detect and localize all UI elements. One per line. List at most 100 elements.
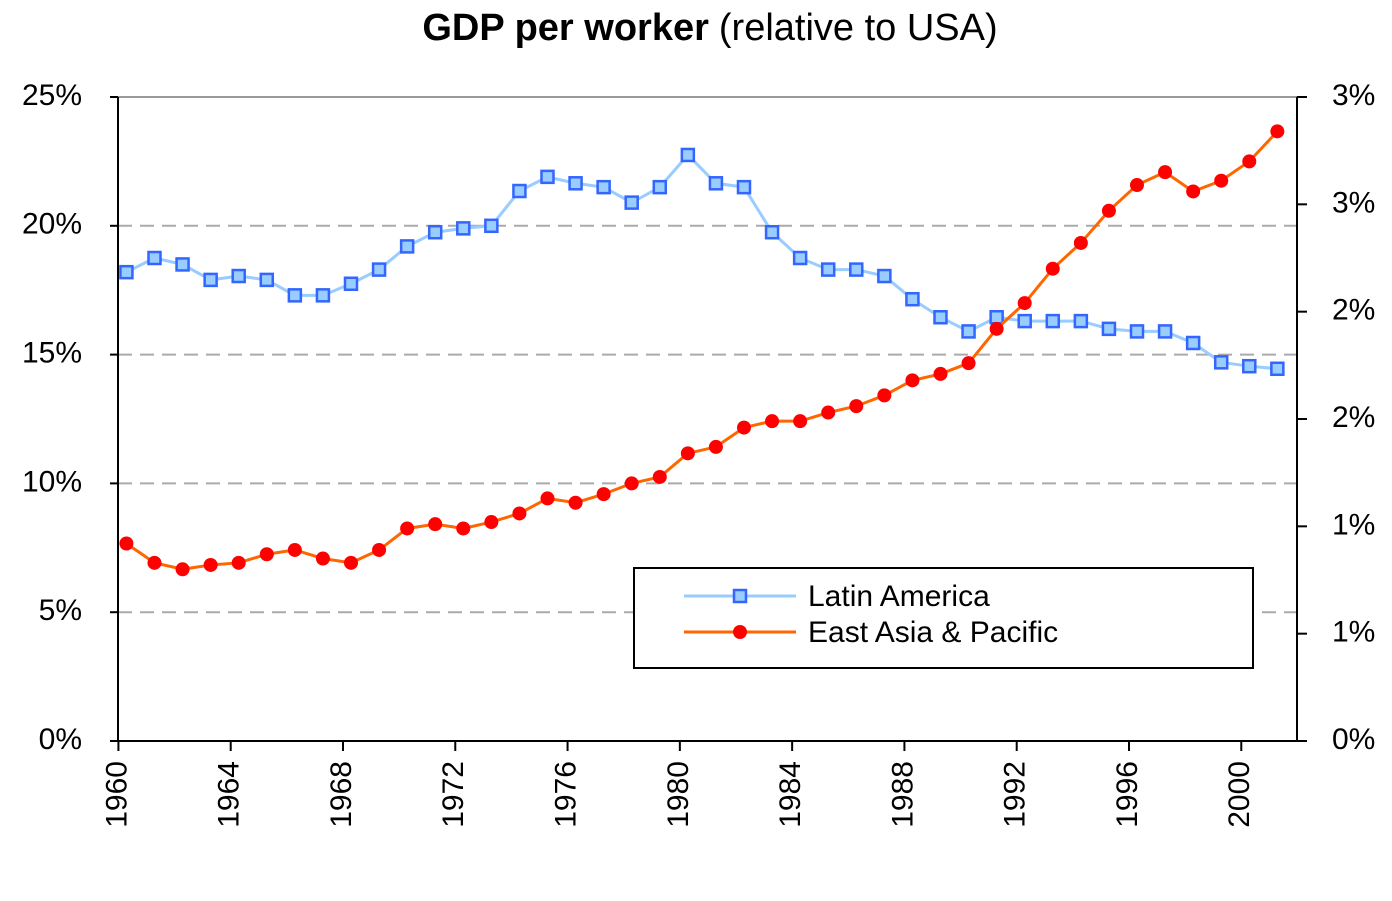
marker <box>1017 313 1032 329</box>
x-tick-label: 1988 <box>886 761 919 828</box>
marker <box>877 268 892 284</box>
marker <box>259 547 274 562</box>
marker <box>203 557 218 572</box>
x-tick-label: 1972 <box>437 761 470 828</box>
marker <box>147 555 162 570</box>
marker <box>596 487 611 502</box>
y-tick-label: 25% <box>22 79 82 112</box>
x-tick-label: 1964 <box>213 761 246 828</box>
marker <box>175 257 190 272</box>
marker <box>568 176 583 191</box>
y-tick-label: 10% <box>22 465 82 498</box>
x-tick-label: 2000 <box>1223 761 1256 828</box>
marker <box>399 239 415 254</box>
y-tick-label: 5% <box>39 594 82 627</box>
y2-tick-label: 2% <box>1332 294 1375 327</box>
marker <box>147 250 162 266</box>
marker <box>708 439 723 454</box>
marker <box>732 588 748 604</box>
series-line <box>125 152 1278 371</box>
marker <box>456 221 471 236</box>
marker <box>343 555 358 570</box>
marker <box>119 264 134 280</box>
marker <box>905 291 920 307</box>
marker <box>736 179 752 195</box>
marker <box>961 324 976 339</box>
legend-label: Latin America <box>808 580 990 613</box>
x-tick-label: 1960 <box>100 761 133 828</box>
marker <box>849 399 864 414</box>
legend-box <box>633 567 1254 669</box>
marker <box>820 262 836 277</box>
x-tick-label: 1996 <box>1111 761 1144 828</box>
marker <box>1101 203 1116 218</box>
y2-tick-label: 0% <box>1332 723 1375 756</box>
legend-label: East Asia & Pacific <box>808 616 1058 649</box>
x-tick-label: 1992 <box>999 761 1032 828</box>
marker <box>765 414 780 429</box>
marker <box>427 224 443 240</box>
marker <box>1214 173 1229 188</box>
marker <box>287 542 302 557</box>
marker <box>1158 165 1173 180</box>
marker <box>1242 154 1257 169</box>
marker <box>484 515 499 530</box>
marker <box>821 405 836 420</box>
marker <box>1270 124 1285 139</box>
marker <box>764 224 780 240</box>
marker <box>1129 178 1144 193</box>
marker <box>989 321 1004 336</box>
x-tick-label: 1984 <box>774 761 807 828</box>
marker <box>1157 324 1173 339</box>
marker <box>540 169 555 185</box>
marker <box>1129 324 1145 339</box>
marker <box>793 414 808 429</box>
marker <box>1045 313 1061 329</box>
marker <box>961 356 976 371</box>
marker <box>933 309 948 325</box>
x-tick-label: 1980 <box>662 761 695 828</box>
marker <box>989 309 1004 325</box>
marker <box>624 195 639 210</box>
marker <box>1185 335 1201 351</box>
marker <box>400 521 415 536</box>
x-tick-label: 1968 <box>325 761 358 828</box>
marker <box>119 536 134 551</box>
marker <box>371 262 387 277</box>
y2-tick-label: 3% <box>1332 79 1375 112</box>
series-line <box>125 130 1279 571</box>
marker <box>372 542 387 557</box>
marker <box>484 218 499 234</box>
marker <box>259 272 275 288</box>
marker <box>1186 184 1201 199</box>
marker <box>428 517 443 532</box>
y-tick-label: 15% <box>22 337 82 370</box>
marker <box>905 373 920 388</box>
marker <box>1045 261 1060 276</box>
marker <box>1213 355 1229 370</box>
marker <box>315 288 331 303</box>
marker <box>652 469 667 484</box>
marker <box>287 288 303 303</box>
marker <box>540 491 555 506</box>
marker <box>568 495 583 510</box>
marker <box>849 262 864 277</box>
title-main: GDP per worker <box>422 7 709 49</box>
marker <box>456 521 471 536</box>
marker <box>596 179 611 195</box>
x-tick-label: 1976 <box>549 761 582 828</box>
y-tick-label: 20% <box>22 208 82 241</box>
marker <box>736 420 751 435</box>
marker <box>624 476 639 491</box>
y2-tick-label: 1% <box>1332 616 1375 649</box>
chart-title: GDP per worker (relative to USA) <box>422 7 997 49</box>
marker <box>708 176 724 191</box>
marker <box>231 555 246 570</box>
marker <box>512 183 527 199</box>
marker <box>680 446 695 461</box>
marker <box>1017 296 1032 311</box>
marker <box>680 147 696 163</box>
y2-tick-label: 1% <box>1332 508 1375 541</box>
